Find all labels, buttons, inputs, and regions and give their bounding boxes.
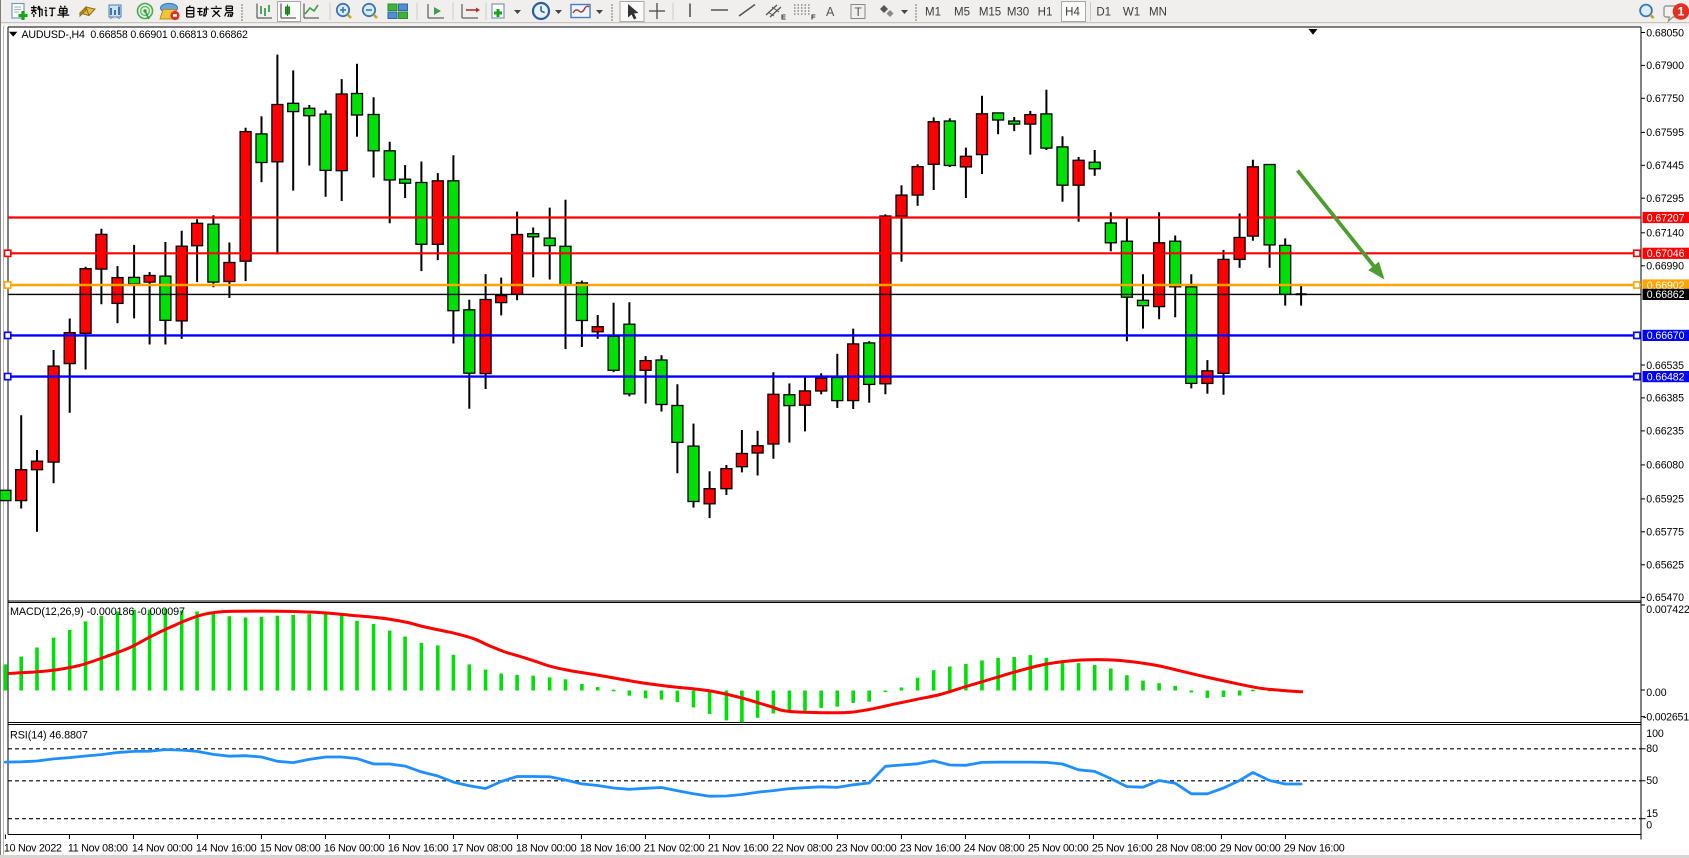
svg-text:-0.002651: -0.002651 [1643,711,1689,723]
svg-text:0.65625: 0.65625 [1646,560,1684,572]
svg-text:0.66482: 0.66482 [1647,371,1685,383]
svg-text:H1: H1 [1038,7,1053,19]
svg-text:AUDUSD-,H4 0.66858 0.66901 0.: AUDUSD-,H4 0.66858 0.66901 0.66813 0.668… [22,29,248,41]
svg-text:15 Nov 08:00: 15 Nov 08:00 [260,843,321,855]
svg-text:28 Nov 08:00: 28 Nov 08:00 [1156,843,1217,855]
svg-text:18 Nov 16:00: 18 Nov 16:00 [580,843,641,855]
svg-text:M15: M15 [979,7,1001,19]
svg-text:A: A [826,5,835,19]
svg-text:0.66670: 0.66670 [1647,330,1685,342]
svg-text:23 Nov 00:00: 23 Nov 00:00 [836,843,897,855]
svg-text:21 Nov 02:00: 21 Nov 02:00 [644,843,705,855]
svg-text:D1: D1 [1096,7,1111,19]
svg-text:10 Nov 2022: 10 Nov 2022 [4,843,62,855]
svg-text:16 Nov 00:00: 16 Nov 00:00 [324,843,385,855]
svg-text:0.66080: 0.66080 [1646,460,1684,472]
svg-text:29 Nov 16:00: 29 Nov 16:00 [1284,843,1345,855]
svg-text:M1: M1 [925,7,941,19]
svg-text:0.67295: 0.67295 [1646,193,1684,205]
svg-text:RSI(14) 46.8807: RSI(14) 46.8807 [10,729,88,741]
svg-text:29 Nov 00:00: 29 Nov 00:00 [1220,843,1281,855]
svg-text:0.65925: 0.65925 [1646,494,1684,506]
svg-text:T: T [855,5,863,19]
svg-text:0.67750: 0.67750 [1646,93,1684,105]
svg-text:0.65470: 0.65470 [1646,592,1684,604]
svg-text:W1: W1 [1123,7,1140,19]
svg-text:17 Nov 08:00: 17 Nov 08:00 [452,843,513,855]
svg-text:50: 50 [1646,775,1658,787]
svg-text:16 Nov 16:00: 16 Nov 16:00 [388,843,449,855]
svg-text:11 Nov 08:00: 11 Nov 08:00 [68,843,128,855]
svg-text:M30: M30 [1007,7,1029,19]
svg-text:15: 15 [1646,808,1658,820]
svg-text:25 Nov 00:00: 25 Nov 00:00 [1028,843,1089,855]
svg-text:0.67046: 0.67046 [1647,248,1685,260]
svg-text:22 Nov 08:00: 22 Nov 08:00 [772,843,833,855]
svg-text:23 Nov 16:00: 23 Nov 16:00 [900,843,961,855]
svg-text:0.00: 0.00 [1646,687,1666,699]
svg-text:25 Nov 16:00: 25 Nov 16:00 [1092,843,1153,855]
svg-text:0.66535: 0.66535 [1646,360,1684,372]
svg-text:H4: H4 [1065,7,1080,19]
svg-text:80: 80 [1646,743,1658,755]
svg-text:0: 0 [1646,819,1652,831]
svg-text:0.65775: 0.65775 [1646,527,1684,539]
svg-text:0.67140: 0.67140 [1646,228,1684,240]
svg-text:0.67595: 0.67595 [1646,127,1684,139]
svg-text:24 Nov 08:00: 24 Nov 08:00 [964,843,1025,855]
svg-text:21 Nov 16:00: 21 Nov 16:00 [708,843,769,855]
svg-text:0.68050: 0.68050 [1646,27,1684,39]
svg-text:0.67445: 0.67445 [1646,160,1684,172]
svg-text:0.66235: 0.66235 [1646,426,1684,438]
svg-text:0.67207: 0.67207 [1647,212,1685,224]
svg-text:0.67900: 0.67900 [1646,60,1684,72]
svg-text:0.66990: 0.66990 [1646,261,1684,273]
svg-text:100: 100 [1646,728,1664,740]
svg-text:0.66385: 0.66385 [1646,393,1684,405]
svg-text:0.007422: 0.007422 [1646,604,1689,616]
svg-text:0.66862: 0.66862 [1647,289,1685,301]
svg-text:MACD(12,26,9) -0.000186 -0.000: MACD(12,26,9) -0.000186 -0.000097 [10,606,185,618]
svg-text:14 Nov 00:00: 14 Nov 00:00 [132,843,193,855]
svg-text:MN: MN [1149,7,1167,19]
svg-text:E: E [781,13,786,22]
svg-text:M5: M5 [954,7,970,19]
svg-text:14 Nov 16:00: 14 Nov 16:00 [196,843,257,855]
svg-text:F: F [811,13,816,22]
svg-text:1: 1 [1678,5,1685,19]
svg-text:18 Nov 00:00: 18 Nov 00:00 [516,843,577,855]
